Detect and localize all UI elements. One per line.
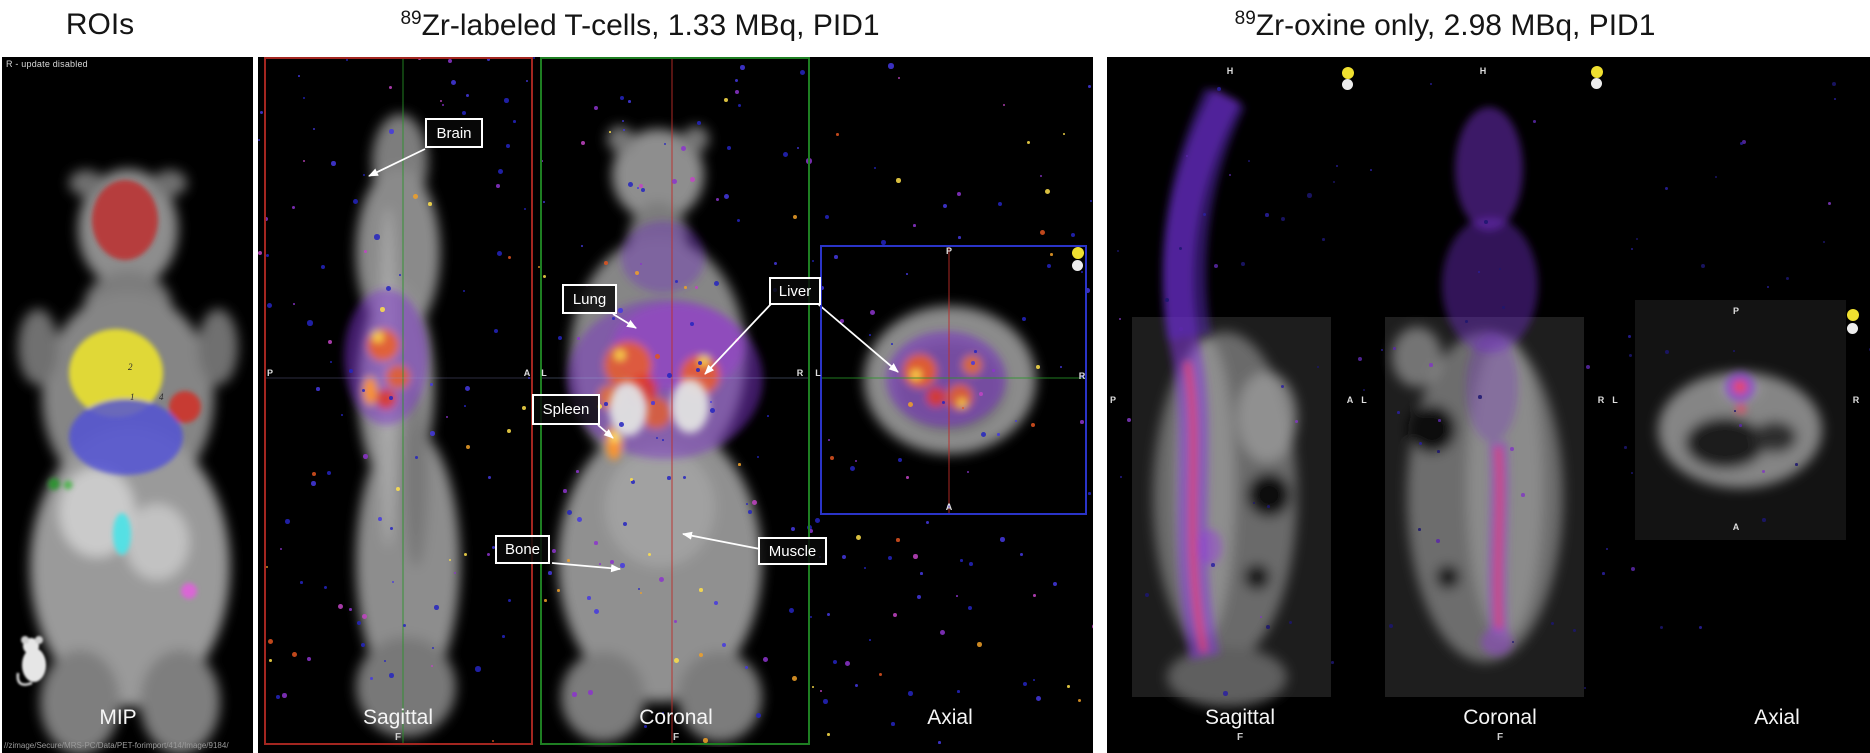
roi-flank-dot-b	[63, 480, 73, 490]
orientation-marker-p: P	[266, 368, 274, 378]
oxine-petmr-panel: H H P A L R L R P A Sagittal F Coronal F…	[1107, 57, 1870, 753]
orientation-marker-l: L	[1612, 395, 1618, 405]
orientation-marker-r: R	[1852, 395, 1860, 405]
orientation-marker-a: A	[1732, 522, 1740, 532]
marker-dot-white	[1847, 323, 1858, 334]
roi-chest-right	[169, 391, 201, 423]
mip-image	[16, 169, 238, 753]
orientation-marker-l: L	[815, 368, 821, 378]
view-label-sagittal: Sagittal	[1204, 706, 1276, 729]
roi-index-mark: 4	[159, 392, 164, 402]
foot-marker: F	[394, 732, 402, 743]
axial-frame	[820, 245, 1087, 515]
roi-flank-dot-a	[48, 478, 60, 490]
oxine-title-text: Zr-oxine only, 2.98 MBq, PID1	[1255, 9, 1656, 42]
marker-dot-yellow	[1072, 247, 1084, 259]
roi-index-mark: 1	[130, 392, 135, 402]
arrow-spleen	[597, 424, 614, 439]
orientation-marker-p: P	[1732, 306, 1740, 316]
mri-inset-sagittal	[1132, 317, 1331, 707]
view-label-coronal: Coronal	[639, 706, 713, 729]
arrow-liver-axial	[817, 303, 899, 373]
arrow-muscle	[682, 531, 761, 550]
orientation-marker-r: R	[796, 368, 804, 378]
roi-panel-title: ROIs	[65, 8, 135, 41]
roi-abdomen-stripe	[113, 513, 131, 555]
pet-activity-tcell	[344, 221, 1006, 460]
annotation-liver: Liver	[769, 277, 821, 305]
isotope-superscript-right: 89	[1234, 8, 1256, 29]
marker-dot-white	[1591, 78, 1602, 89]
mouse-icon	[16, 636, 46, 686]
annotation-spleen: Spleen	[532, 394, 600, 425]
isotope-superscript-left: 89	[400, 8, 422, 29]
annotation-lung: Lung	[562, 284, 617, 314]
foot-marker: F	[672, 732, 680, 743]
viewer-status-text: R - update disabled	[6, 59, 88, 69]
crosshair-lines	[266, 57, 1085, 745]
orientation-marker-r: R	[1078, 371, 1086, 381]
orientation-marker-l: L	[541, 368, 547, 378]
orientation-marker-p: P	[945, 246, 953, 256]
foot-marker: F	[1496, 732, 1504, 743]
marker-dot-yellow	[1591, 66, 1603, 78]
pet-activity-oxine	[1162, 87, 1755, 661]
marker-dot-yellow	[1847, 309, 1859, 321]
annotation-bone: Bone	[495, 535, 550, 564]
annotation-arrows	[368, 148, 899, 573]
roi-overlays	[48, 180, 201, 599]
roi-lungs	[69, 329, 163, 417]
orientation-marker-a: A	[523, 368, 531, 378]
view-label-sagittal: Sagittal	[362, 706, 434, 729]
view-label-axial: Axial	[927, 706, 973, 729]
marker-dot-white	[1072, 260, 1083, 271]
roi-head	[92, 180, 158, 260]
roi-mip-panel: R - update disabled 2 1 4 MIP //zimage/S…	[2, 57, 253, 753]
foot-marker: F	[1236, 732, 1244, 743]
arrow-brain	[368, 148, 426, 177]
annotation-brain: Brain	[425, 118, 483, 148]
orientation-marker-a: A	[945, 502, 953, 512]
mri-inset-axial	[1635, 300, 1846, 540]
tcell-title-text: Zr-labeled T-cells, 1.33 MBq, PID1	[421, 9, 880, 42]
orientation-marker-h: H	[1226, 66, 1234, 76]
roi-index-mark: 2	[128, 362, 133, 372]
oxine-panel-title: 89Zr-oxine only, 2.98 MBq, PID1	[1145, 8, 1745, 50]
arrow-bone	[551, 562, 621, 573]
arrow-lung	[612, 313, 637, 329]
tcell-petmr-image	[266, 57, 1085, 745]
orientation-marker-r: R	[1597, 395, 1605, 405]
image-file-path: //zimage/Secure/MRS-PC/Data/PET-forimpor…	[4, 741, 229, 750]
marker-dot-yellow	[1342, 67, 1354, 79]
tcell-panel-title: 89Zr-labeled T-cells, 1.33 MBq, PID1	[340, 8, 940, 50]
view-label-coronal: Coronal	[1463, 706, 1537, 729]
sagittal-frame	[264, 57, 533, 745]
orientation-marker-p: P	[1109, 395, 1117, 405]
mip-mouse-body	[18, 169, 238, 753]
view-label-mip: MIP	[99, 706, 137, 729]
marker-dot-white	[1342, 79, 1353, 90]
roi-liver	[69, 399, 183, 475]
orientation-marker-l: L	[1361, 395, 1367, 405]
roi-pelvis-spot	[181, 583, 197, 599]
coronal-kidneys	[609, 379, 709, 436]
annotation-muscle: Muscle	[758, 537, 827, 565]
view-label-axial: Axial	[1754, 706, 1800, 729]
orientation-marker-a: A	[1346, 395, 1354, 405]
tcell-petmr-panel: P A L R L R P A Sagittal F Coronal F Axi…	[258, 57, 1093, 753]
orientation-marker-h: H	[1479, 66, 1487, 76]
oxine-petmr-image	[1132, 87, 1846, 707]
